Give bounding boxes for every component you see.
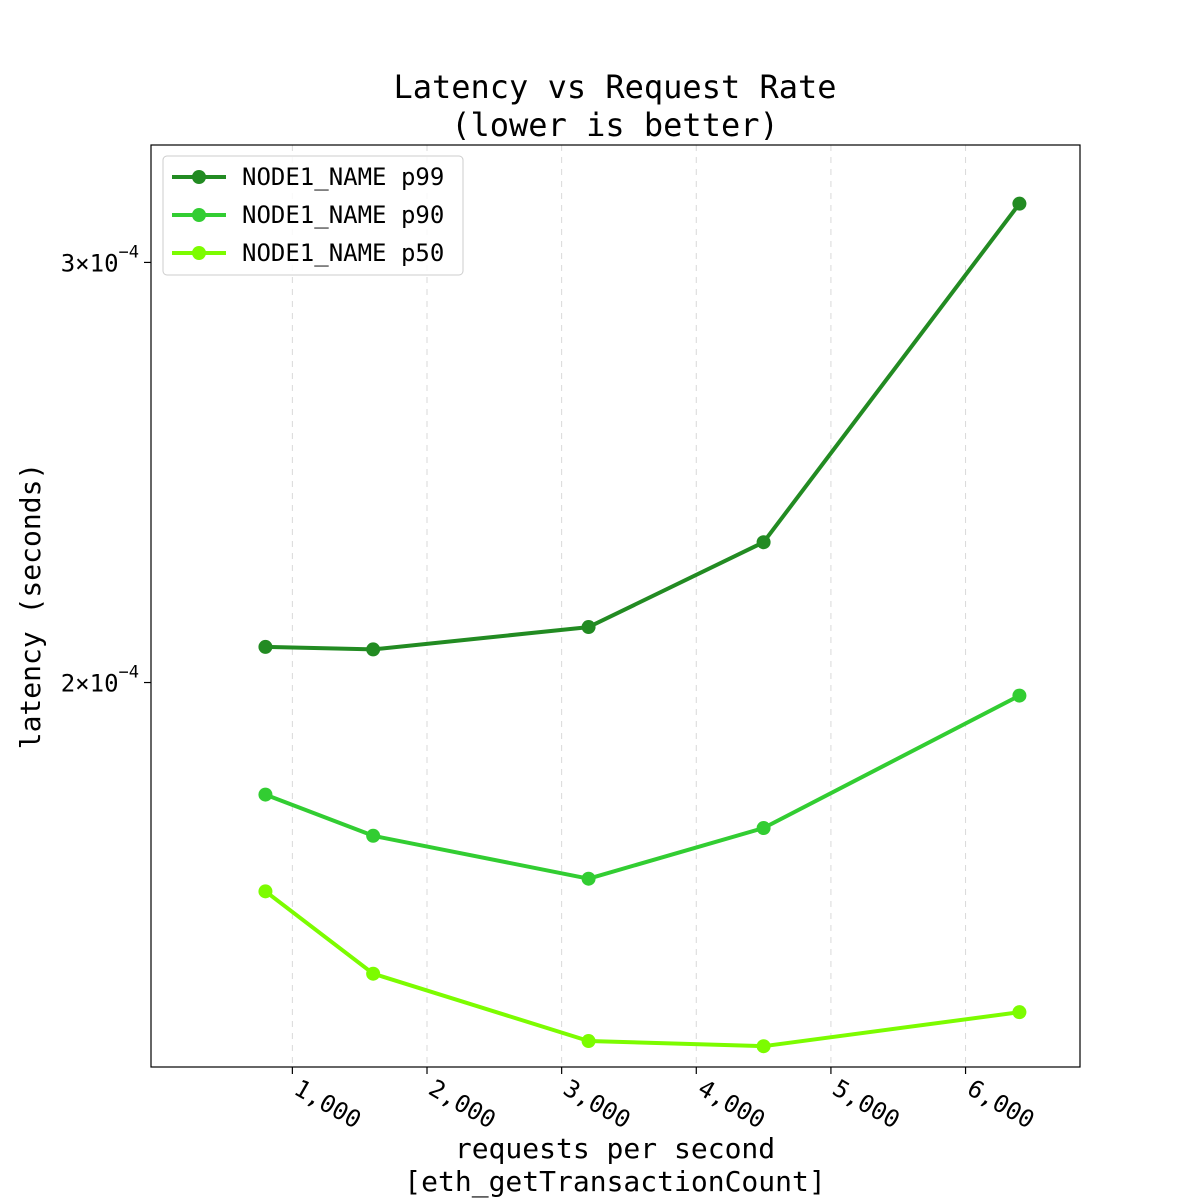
y-axis-ticks: 3×10−4 2×10−4: [61, 242, 151, 698]
legend-label: NODE1_NAME p90: [242, 201, 444, 229]
data-point: [1012, 196, 1027, 211]
legend: NODE1_NAME p99 NODE1_NAME p90 NODE1_NAME p…: [162, 155, 464, 276]
legend-label: NODE1_NAME p50: [242, 239, 444, 267]
series-lines: [258, 196, 1027, 1054]
data-point: [581, 871, 596, 886]
data-point: [756, 535, 771, 550]
x-tick-label: 4,000: [693, 1074, 770, 1134]
data-point: [581, 1034, 596, 1049]
series-line: [263, 693, 1022, 881]
x-tick-label: 5,000: [828, 1074, 905, 1134]
legend-box: [162, 155, 464, 276]
chart-title-line-1: Latency vs Request Rate: [393, 68, 836, 106]
legend-marker: [192, 208, 206, 222]
data-point: [366, 642, 381, 657]
data-point: [366, 828, 381, 843]
y-axis-label: latency (seconds): [14, 463, 47, 750]
x-axis-ticks: 1,000 2,000 3,000 4,000 5,000 6,000: [289, 1067, 1039, 1134]
x-tick-label: 1,000: [289, 1074, 366, 1134]
x-tick-label: 3,000: [559, 1074, 636, 1134]
data-point: [258, 639, 273, 654]
data-point: [366, 966, 381, 981]
series-line: [263, 889, 1022, 1049]
data-point: [258, 884, 273, 899]
x-axis-label-line-1: requests per second: [455, 1132, 775, 1165]
data-point: [1012, 688, 1027, 703]
plot-area-frame: [150, 144, 1081, 1068]
legend-label: NODE1_NAME p99: [242, 163, 444, 191]
legend-marker: [192, 170, 206, 184]
data-point: [756, 1039, 771, 1054]
legend-marker: [192, 246, 206, 260]
x-axis-label-line-2: [eth_getTransactionCount]: [404, 1165, 825, 1199]
y-tick-label: 3×10−4: [61, 242, 139, 277]
x-tick-label: 6,000: [963, 1074, 1040, 1134]
data-point: [1012, 1005, 1027, 1020]
data-point: [756, 821, 771, 836]
chart-title: Latency vs Request Rate (lower is better…: [393, 68, 836, 144]
x-tick-label: 2,000: [424, 1074, 501, 1134]
chart-title-line-2: (lower is better): [451, 106, 779, 144]
data-point: [258, 787, 273, 802]
y-tick-label: 2×10−4: [61, 663, 139, 698]
x-axis-label: requests per second [eth_getTransactionC…: [404, 1132, 825, 1199]
data-point: [581, 620, 596, 635]
